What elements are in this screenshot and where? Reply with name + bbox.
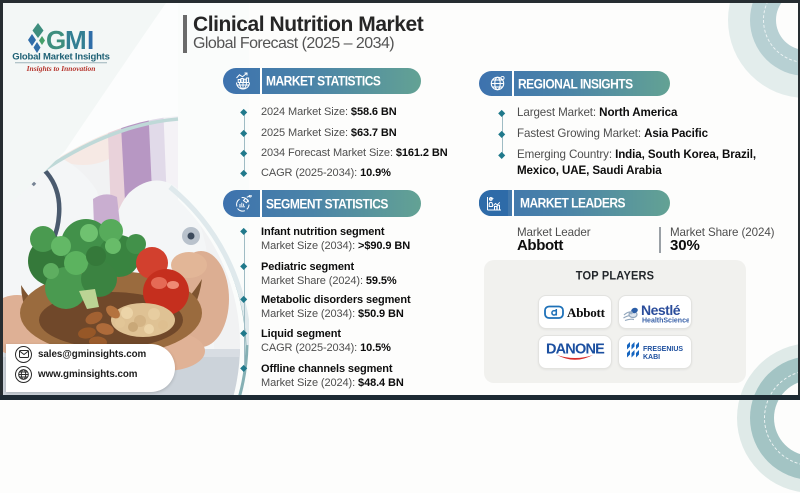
svg-text:G: G [46,25,66,55]
svg-text:KABI: KABI [643,354,660,361]
svg-text:FRESENIUS: FRESENIUS [643,346,683,353]
svg-text:Global Market Insights: Global Market Insights [12,52,109,63]
svg-text:M: M [65,25,87,55]
svg-text:Abbott: Abbott [567,305,606,320]
svg-text:Nestlé: Nestlé [641,302,681,318]
svg-text:HealthScience: HealthScience [642,318,689,325]
svg-text:Insights to Innovation: Insights to Innovation [26,64,96,73]
svg-text:DANONE: DANONE [546,342,605,358]
svg-text:I: I [87,25,94,55]
